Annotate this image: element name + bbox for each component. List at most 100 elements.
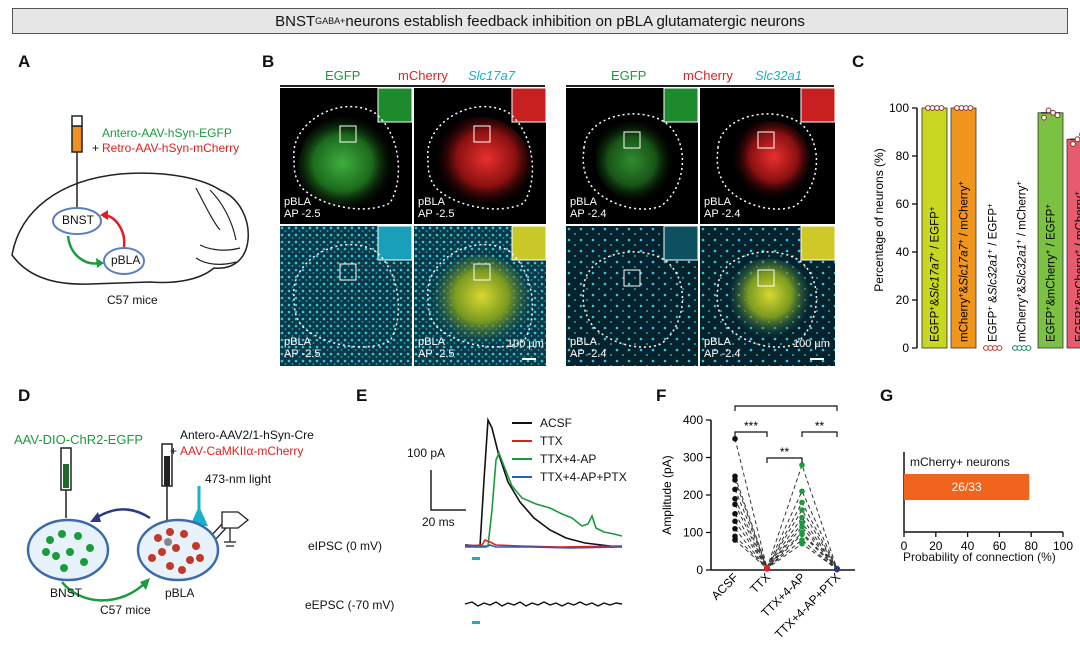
f-point <box>799 540 805 547</box>
e-legend-lines <box>512 422 532 478</box>
b-scale-left: 100 µm <box>507 338 544 350</box>
f-pair-line <box>734 504 838 570</box>
scale-y-label: 100 pA <box>407 446 446 460</box>
panel-label-b: B <box>262 52 275 71</box>
c-category-label: EGFP+&mCherry+ / EGFP+ <box>1043 204 1058 342</box>
f-point <box>799 507 805 513</box>
f-pair-line <box>734 513 838 570</box>
f-ytick-label: 0 <box>696 563 703 577</box>
b-left-slc17a7: Slc17a7 <box>468 68 515 83</box>
trace-acsf <box>464 417 623 548</box>
c-point <box>1045 107 1052 114</box>
light-label: 473-nm light <box>205 472 272 486</box>
c-point <box>1050 109 1056 116</box>
c-ytick-label: 0 <box>902 341 909 355</box>
g-xtick-label: 100 <box>1053 539 1073 553</box>
micrograph-left-egfp <box>280 88 413 224</box>
c-point <box>1074 136 1080 143</box>
c-bar <box>950 107 977 349</box>
stim-marker-2 <box>472 621 480 624</box>
f-pair-line <box>734 489 838 570</box>
f-points <box>732 435 840 573</box>
g-xlabel: Probability of connection (%) <box>903 550 1056 564</box>
panel-d-diagram <box>26 443 250 602</box>
b-region-2: pBLA <box>418 196 445 208</box>
eipsc-label: eIPSC (0 mV) <box>308 539 383 553</box>
b-ap-4: AP -2.5 <box>418 348 455 360</box>
f-point <box>732 495 738 502</box>
bnst-region <box>52 207 102 235</box>
eepsc-label: eEPSC (-70 mV) <box>305 598 395 612</box>
antero-arrow <box>66 235 101 265</box>
micrograph-right-merge <box>700 225 835 366</box>
pbla-label-d: pBLA <box>165 586 195 600</box>
b-ap-2: AP -2.5 <box>418 208 455 220</box>
b-ap-5: AP -2.4 <box>570 208 607 220</box>
panel-label-e: E <box>356 386 368 405</box>
retro-arrow <box>103 213 126 248</box>
c-ytick-label: 40 <box>896 245 910 259</box>
trace-epsc <box>464 601 623 607</box>
f-ytick-label: 100 <box>683 526 703 540</box>
f-category-label: ACSF <box>709 570 742 603</box>
f-point <box>834 566 840 573</box>
g-bar-label: 26/33 <box>952 480 982 494</box>
trace-ttx-4ap <box>465 450 623 547</box>
micrograph-right-slc32a1 <box>566 225 699 366</box>
scale-x-label: 20 ms <box>422 515 455 529</box>
bnst-label: BNST <box>62 213 95 227</box>
trace-ptx <box>465 544 623 549</box>
f-point <box>732 486 738 493</box>
f-pair-line <box>734 498 838 570</box>
f-point <box>799 531 805 538</box>
b-left-rule <box>280 85 545 87</box>
f-category-label: TTX <box>747 570 773 596</box>
panel-label-a: A <box>18 52 31 71</box>
g-xtick-label: 0 <box>901 539 908 553</box>
f-pair-line <box>734 479 838 570</box>
f-sig-bracket <box>801 431 838 437</box>
panel-f-chart: Amplitude (pA) 0 100 200 300 400 ACSF TTXTTX+4… <box>660 400 855 641</box>
c-point <box>1041 114 1047 121</box>
f-ytick-label: 400 <box>683 413 703 427</box>
brain-outline <box>11 172 249 285</box>
b-region-7: pBLA <box>570 336 597 348</box>
f-point <box>732 435 738 442</box>
panel-g-chart: 0 20 40 60 80 100 26/33 <box>901 452 1073 553</box>
f-sig-label: ** <box>815 419 825 433</box>
legend-ttx: TTX <box>540 434 563 448</box>
antero-label: Antero-AAV-hSyn-EGFP <box>102 126 232 140</box>
c-axis: 0 20 40 60 80 100 <box>889 101 918 355</box>
c-ytick-label: 100 <box>889 101 909 115</box>
plus-a: + <box>92 141 100 155</box>
figure-title: BNST GABA+ neurons establish feedback inh… <box>12 8 1068 34</box>
c-point <box>967 105 974 111</box>
c-point <box>1070 141 1076 147</box>
c-bar <box>921 107 948 349</box>
f-significance: *********** <box>734 400 838 463</box>
f-sig-bracket <box>734 405 838 411</box>
f-ytick-label: 200 <box>683 488 703 502</box>
f-point <box>732 510 738 517</box>
f-point <box>764 565 770 572</box>
g-bar <box>904 474 1030 500</box>
g-xtick-label: 60 <box>993 539 1007 553</box>
b-left-mcherry: mCherry <box>398 68 448 83</box>
feedback-arrow <box>95 508 151 520</box>
panel-b-micrographs <box>280 88 835 366</box>
micrograph-left-merge <box>414 225 547 366</box>
c-category-label: EGFP+&Slc17a7+ / EGFP+ <box>927 206 942 342</box>
stim-marker-1 <box>472 557 480 560</box>
f-pair-line <box>734 520 838 570</box>
virus-right-label-1: Antero-AAV2/1-hSyn-Cre <box>180 428 314 442</box>
b-region-1: pBLA <box>284 196 311 208</box>
f-point <box>732 537 738 543</box>
panel-e-traces <box>430 417 623 624</box>
b-region-8: pBLA <box>704 336 731 348</box>
micrograph-left-slc17a7 <box>280 225 413 366</box>
c-point <box>996 345 1003 351</box>
c-point <box>1025 345 1032 351</box>
c-category-label: mCherry+&Slc32a1+ / mCherry+ <box>1014 181 1029 342</box>
micrograph-left-mcherry <box>414 88 547 224</box>
